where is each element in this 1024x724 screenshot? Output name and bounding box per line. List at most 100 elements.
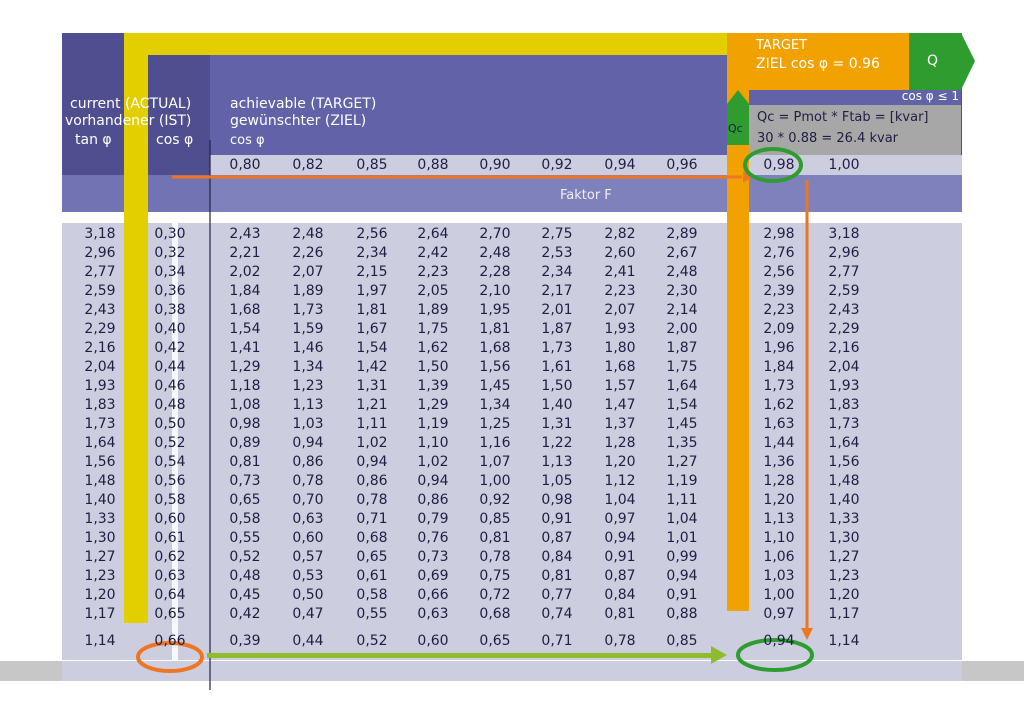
factor-cell: 1,42 [356,359,388,375]
factor-cell: 2,15 [356,264,388,280]
factor-cell: 0,60 [417,633,449,649]
factor-cell: 1,57 [604,378,636,394]
achievable-ziel-label: gewünschter (ZIEL) [230,113,367,129]
factor-cell: 2,75 [541,226,573,242]
factor-cell: 1,29 [417,397,449,413]
factor-cell: 0,97 [604,511,636,527]
factor-cell: 1,33 [828,511,860,527]
current-actual-label: current (ACTUAL) [70,96,192,112]
factor-cell: 1,40 [541,397,573,413]
factor-cell: 1,20 [604,454,636,470]
actual-cos-cell: 0,61 [154,530,186,546]
factor-cell: 1,75 [666,359,698,375]
factor-cell: 1,93 [828,378,860,394]
factor-cell: 1,34 [292,359,324,375]
factor-cell: 1,00 [763,587,795,603]
factor-cell: 1,28 [604,435,636,451]
factor-cell: 0,57 [292,549,324,565]
factor-cell: 1,75 [417,321,449,337]
factor-cell: 2,70 [479,226,511,242]
factor-cell: 0,91 [666,587,698,603]
factor-cell: 1,73 [763,378,795,394]
achievable-target-label: achievable (TARGET) [230,96,377,112]
actual-cos-cell: 0,46 [154,378,186,394]
vertical-arrowhead [801,628,813,640]
factor-cell: 1,01 [666,530,698,546]
factor-cell: 1,05 [541,473,573,489]
tan-phi-cell: 2,43 [84,302,116,318]
factor-cell: 1,41 [229,340,261,356]
factor-cell: 1,40 [828,492,860,508]
factor-cell: 1,28 [763,473,795,489]
target-circle [743,147,803,183]
tan-phi-cell: 1,64 [84,435,116,451]
actual-cos-cell: 0,40 [154,321,186,337]
formula-label: Qc = Pmot * Ftab = [kvar] [757,110,929,125]
achievable-cos-label: cos φ [230,133,265,148]
yellow-left-bar [124,33,148,623]
factor-cell: 1,06 [763,549,795,565]
factor-cell: 0,78 [356,492,388,508]
factor-cell: 0,42 [229,606,261,622]
tan-phi-cell: 1,30 [84,530,116,546]
factor-cell: 0,86 [417,492,449,508]
actual-cos-cell: 0,34 [154,264,186,280]
factor-cell: 0,97 [763,606,795,622]
tan-phi-cell: 2,04 [84,359,116,375]
factor-cell: 0,53 [292,568,324,584]
target-cos-cell: 0,90 [479,157,511,173]
factor-cell: 0,81 [479,530,511,546]
actual-cos-cell: 0,65 [154,606,186,622]
factor-cell: 1,10 [417,435,449,451]
factor-cell: 1,89 [417,302,449,318]
factor-cell: 0,72 [479,587,511,603]
tan-phi-label: tan φ [75,132,112,148]
factor-cell: 1,13 [541,454,573,470]
factor-cell: 1,48 [828,473,860,489]
factor-cell: 0,61 [356,568,388,584]
factor-cell: 0,70 [292,492,324,508]
target-cos-cell: 0,82 [292,157,324,173]
factor-cell: 2,17 [541,283,573,299]
factor-cell: 2,56 [763,264,795,280]
factor-cell: 1,46 [292,340,324,356]
factor-cell: 0,65 [229,492,261,508]
factor-cell: 0,94 [356,454,388,470]
factor-cell: 2,07 [604,302,636,318]
actual-cos-cell: 0,42 [154,340,186,356]
factor-cell: 0,86 [292,454,324,470]
factor-cell: 2,04 [828,359,860,375]
separator-row [62,212,962,223]
factor-cell: 1,56 [479,359,511,375]
factor-cell: 0,47 [292,606,324,622]
factor-cell: 0,81 [604,606,636,622]
factor-cell: 1,14 [828,633,860,649]
tan-phi-cell: 1,56 [84,454,116,470]
tan-phi-cell: 1,14 [84,633,116,649]
actual-cos-cell: 0,66 [154,633,186,649]
factor-cell: 0,65 [479,633,511,649]
factor-cell: 2,48 [292,226,324,242]
actual-cos-cell: 0,63 [154,568,186,584]
factor-cell: 1,34 [479,397,511,413]
factor-cell: 2,42 [417,245,449,261]
factor-cell: 0,75 [479,568,511,584]
factor-cell: 1,31 [356,378,388,394]
target-cos-cell: 0,80 [229,157,261,173]
factor-cell: 0,78 [479,549,511,565]
factor-cell: 1,19 [666,473,698,489]
factor-cell: 2,29 [828,321,860,337]
factor-cell: 0,73 [417,549,449,565]
result-arrowhead [711,646,727,664]
last-row [62,661,962,681]
actual-circle [136,641,204,673]
target-cos-cell: 0,85 [356,157,388,173]
factor-cell: 1,45 [479,378,511,394]
factor-cell: 2,05 [417,283,449,299]
factor-cell: 1,63 [763,416,795,432]
factor-cell: 1,68 [604,359,636,375]
factor-cell: 3,18 [828,226,860,242]
tan-phi-cell: 1,23 [84,568,116,584]
actual-cos-cell: 0,36 [154,283,186,299]
